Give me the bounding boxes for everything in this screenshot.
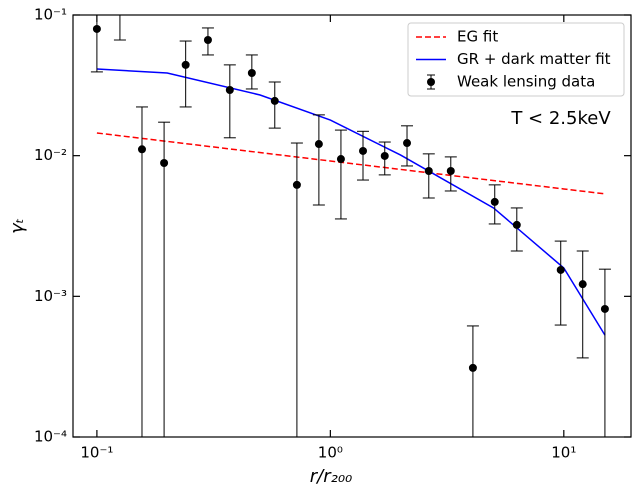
y-tick-label: 10⁻¹ (34, 6, 67, 24)
data-point (578, 280, 587, 289)
annotation: T < 2.5keV (510, 108, 611, 129)
data-point (92, 24, 101, 33)
fit-line (96, 132, 606, 195)
data-point (247, 68, 256, 77)
data-point (181, 60, 190, 69)
legend-box (407, 22, 625, 97)
plot-frame (72, 14, 632, 438)
data-point (359, 146, 368, 155)
data-point (380, 151, 389, 160)
x-tick-label: 10⁰ (318, 444, 343, 462)
data-point (203, 36, 212, 45)
y-tick-label: 10⁻³ (34, 287, 67, 305)
data-point (336, 155, 345, 164)
data-point (512, 220, 521, 229)
legend-swatch (427, 78, 435, 86)
data-point (403, 139, 412, 148)
data-point (424, 167, 433, 176)
plot-area (90, 15, 611, 437)
y-axis-label: γₜ (7, 218, 28, 234)
data-point (446, 167, 455, 176)
legend-label: GR + dark matter fit (457, 50, 611, 68)
data-point (468, 363, 477, 372)
y-tick-label: 10⁻⁴ (34, 428, 67, 446)
data-point (160, 158, 169, 167)
legend-label: EG fit (457, 28, 498, 46)
data-point (556, 265, 565, 274)
data-point (490, 197, 499, 206)
fit-line (96, 68, 606, 336)
data-point (292, 180, 301, 189)
data-point (270, 96, 279, 105)
data-point (225, 85, 234, 94)
data-point (314, 140, 323, 149)
legend-label: Weak lensing data (457, 73, 595, 91)
x-axis-label: r/r₂₀₀ (310, 466, 353, 487)
y-tick-label: 10⁻² (34, 146, 67, 164)
data-point (600, 304, 609, 313)
x-tick-label: 10¹ (551, 444, 576, 462)
data-point (137, 145, 146, 154)
x-tick-label: 10⁻¹ (80, 444, 113, 462)
